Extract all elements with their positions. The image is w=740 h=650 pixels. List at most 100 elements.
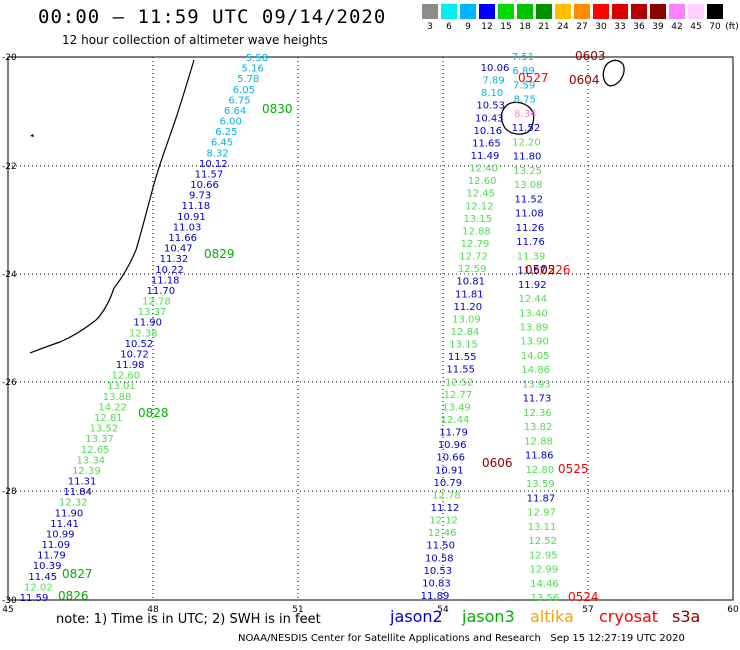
wave-height-value: 10.96: [438, 440, 467, 451]
pass-time-label: 0826: [58, 589, 89, 603]
wave-height-value: 13.09: [452, 314, 481, 325]
wave-height-value: 7.59: [513, 80, 535, 91]
wave-height-value: 13.37: [138, 307, 167, 318]
wave-height-value: 7.89: [482, 76, 504, 87]
color-scale-label: 42: [671, 22, 683, 32]
wave-height-value: 5.58: [246, 53, 268, 64]
wave-height-value: 8.10: [481, 88, 503, 99]
color-scale-label: 39: [652, 22, 664, 32]
wave-height-value: 12.84: [451, 327, 480, 338]
x-tick-label: 51: [292, 605, 303, 615]
wave-height-value: 11.20: [454, 302, 483, 313]
wave-height-value: 13.15: [449, 340, 478, 351]
wave-height-value: 11.59: [20, 593, 49, 604]
wave-height-value: 11.76: [516, 237, 545, 248]
color-scale-label: 6: [446, 22, 452, 32]
wave-height-value: 10.06: [481, 63, 510, 74]
pass-time-label: 0606: [482, 456, 513, 470]
wave-height-value: 11.79: [439, 428, 468, 439]
color-scale-label: 12: [481, 22, 493, 32]
wave-height-value: 6.25: [215, 127, 237, 138]
y-tick-label: -24: [2, 270, 17, 280]
color-scale-label: 9: [465, 22, 471, 32]
wave-height-value: 12.60: [468, 176, 497, 187]
wave-height-value: 11.52: [512, 123, 541, 134]
pass-time-label: 0527: [518, 71, 549, 85]
color-scale-label: 27: [576, 22, 588, 32]
y-tick-label: -28: [2, 487, 17, 497]
y-tick-label: -20: [2, 53, 17, 63]
x-tick-label: 45: [2, 605, 13, 615]
wave-height-value: 5.16: [241, 64, 263, 75]
wave-height-value: 10.79: [434, 478, 463, 489]
page-title: 00:00 – 11:59 UTC 09/14/2020: [38, 6, 387, 28]
wave-height-value: 11.89: [421, 591, 450, 602]
color-scale-label: 30: [595, 22, 607, 32]
wave-height-value: 12.78: [432, 490, 461, 501]
wave-height-value: 5.78: [237, 74, 259, 85]
wave-height-value: 13.82: [524, 422, 553, 433]
wave-height-value: 10.83: [422, 578, 451, 589]
pass-time-label: 0526: [540, 263, 571, 277]
pass-time-label: 0604: [569, 73, 600, 87]
wave-height-value: 13.49: [442, 402, 471, 413]
color-swatch: [707, 4, 723, 19]
wave-height-value: 11.98: [116, 360, 145, 371]
wave-height-value: 10.58: [425, 553, 454, 564]
color-scale-label: 24: [557, 22, 569, 32]
pass-time-label: 0830: [262, 102, 293, 116]
wave-height-value: 6.89: [512, 66, 534, 77]
color-swatch: [479, 4, 495, 19]
wave-height-value: 13.25: [513, 166, 542, 177]
wave-height-value: 11.45: [28, 572, 57, 583]
wave-height-value: 12.44: [519, 294, 548, 305]
wave-height-value: 12.40: [469, 164, 498, 175]
page-subtitle: 12 hour collection of altimeter wave hei…: [62, 33, 328, 47]
wave-height-value: 7.51: [512, 52, 534, 63]
wave-height-value: 12.02: [24, 582, 53, 593]
footer-credit: NOAA/NESDIS Center for Satellite Applica…: [238, 633, 685, 644]
wave-height-value: 6.05: [233, 85, 255, 96]
wave-height-value: 13.93: [522, 379, 551, 390]
wave-height-value: 11.39: [517, 251, 546, 262]
wave-height-value: 6.45: [211, 138, 233, 149]
color-swatch: [669, 4, 685, 19]
pass-time-label: 0525: [558, 462, 589, 476]
color-swatch: [555, 4, 571, 19]
wave-height-value: 12.32: [59, 498, 88, 509]
color-swatch: [593, 4, 609, 19]
wave-height-value: 13.52: [90, 424, 119, 435]
x-tick-label: 48: [147, 605, 159, 615]
x-tick-label: 60: [727, 605, 739, 615]
color-swatch: [536, 4, 552, 19]
wave-height-value: 13.88: [103, 392, 132, 403]
wave-height-value: 8.34: [514, 109, 536, 120]
wave-height-value: 10.66: [436, 453, 465, 464]
wave-height-value: 12.77: [444, 390, 473, 401]
wave-height-value: 12.59: [458, 264, 487, 275]
wave-height-value: 12.52: [445, 377, 474, 388]
wave-height-value: 11.73: [523, 394, 552, 405]
wave-height-value: 10.12: [199, 159, 228, 170]
wave-height-value: 11.92: [518, 280, 547, 291]
wave-height-value: 12.20: [512, 137, 541, 148]
wave-height-value: 8.32: [207, 148, 229, 159]
x-tick-label: 57: [582, 605, 593, 615]
color-scale-label: 70: [709, 22, 721, 32]
wave-height-value: 11.84: [63, 487, 92, 498]
wave-height-value: 12.81: [94, 413, 123, 424]
wave-height-value: 12.78: [142, 297, 171, 308]
wave-height-value: 10.43: [475, 113, 504, 124]
wave-height-value: 11.49: [471, 151, 500, 162]
y-tick-label: -30: [2, 596, 17, 606]
wave-height-value: 12.12: [429, 516, 458, 527]
wave-height-value: 9.73: [189, 191, 211, 202]
mauritius-island: [602, 59, 625, 87]
wave-height-value: 10.16: [474, 126, 503, 137]
wave-height-value: 11.31: [68, 477, 97, 488]
wave-height-value: 11.80: [513, 152, 542, 163]
wave-height-value: 10.47: [164, 244, 193, 255]
wave-height-value: 11.50: [426, 541, 455, 552]
reunion-island: [500, 101, 535, 135]
